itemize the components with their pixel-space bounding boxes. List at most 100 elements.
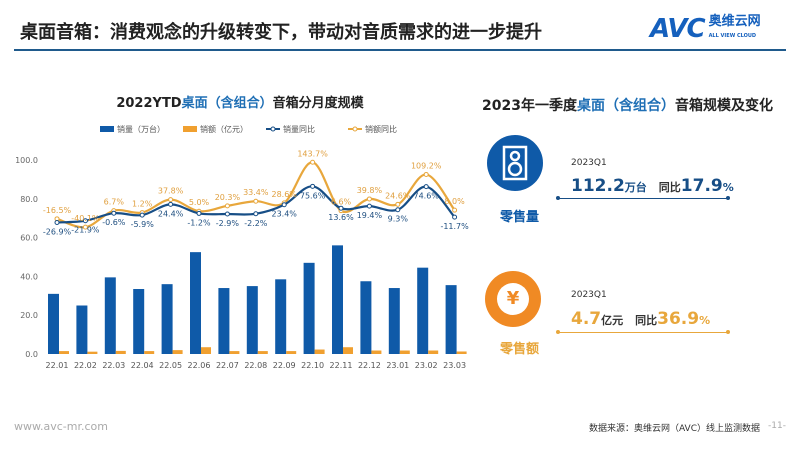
page-number: -11- <box>768 421 786 431</box>
volume-yoy-label: -2.9% <box>216 219 240 228</box>
x-tick-label: 22.01 <box>46 361 69 370</box>
volume-yoy-label: -2.2% <box>244 219 268 228</box>
revenue-bar <box>59 351 69 354</box>
revenue-bar <box>115 350 126 354</box>
volume-value: 112.2万台 同比17.9% <box>571 176 734 196</box>
revenue-label: 零售额 <box>500 342 540 357</box>
legend-label: 销量（万台） <box>117 124 165 134</box>
volume-yoy-label: 19.4% <box>357 211 383 220</box>
revenue-divider <box>556 330 730 334</box>
revenue-yoy-point <box>395 201 401 207</box>
volume-bar <box>104 277 116 354</box>
volume-yoy-point <box>395 207 401 213</box>
volume-bar <box>275 279 287 354</box>
x-tick-label: 22.04 <box>131 361 154 370</box>
volume-yoy-point <box>82 218 88 224</box>
revenue-yoy-label: 109.2% <box>411 161 442 170</box>
data-source: 数据来源：奥维云网（AVC）线上监测数据 <box>588 424 760 434</box>
volume-bar <box>161 284 173 354</box>
revenue-bar <box>172 350 183 354</box>
volume-divider <box>556 196 730 200</box>
legend-label: 销额同比 <box>365 124 397 134</box>
x-tick-label: 23.02 <box>415 361 438 370</box>
chart-legend: 销量（万台） 销额（亿元） 销量同比 销额同比 <box>100 124 397 134</box>
volume-yoy-label: -1.2% <box>187 218 211 227</box>
revenue-yoy-label: 8.0% <box>444 197 465 206</box>
avc-logo: AVC 奥维云网 ALL VIEW CLOUD <box>650 14 761 44</box>
legend-swatch <box>183 126 197 132</box>
revenue-yoy-label: 33.4% <box>243 188 269 197</box>
revenue-bar <box>399 350 410 354</box>
revenue-yoy-label: 6.6% <box>331 198 352 207</box>
revenue-yoy-label: -16.5% <box>43 206 72 215</box>
volume-yoy-point <box>139 212 145 218</box>
volume-yoy-point <box>196 210 202 216</box>
revenue-yoy-point <box>168 197 174 203</box>
revenue-yoy-label: 6.7% <box>104 198 125 207</box>
x-tick-label: 22.09 <box>273 361 296 370</box>
revenue-yoy-point <box>366 196 372 202</box>
volume-yoy-point <box>423 184 429 190</box>
volume-bar <box>303 262 315 354</box>
x-tick-label: 22.02 <box>74 361 97 370</box>
x-tick-label: 22.12 <box>358 361 381 370</box>
volume-yoy-label: -26.9% <box>43 227 72 236</box>
revenue-value: 4.7亿元 同比36.9% <box>571 309 711 329</box>
revenue-yoy-point <box>310 159 316 165</box>
yen-icon: ¥ <box>485 271 541 327</box>
revenue-yoy-point <box>253 198 259 204</box>
revenue-bar <box>314 349 325 354</box>
revenue-yoy-point <box>224 203 230 209</box>
volume-bar <box>218 288 230 354</box>
title-divider <box>14 49 786 51</box>
x-tick-label: 22.03 <box>102 361 125 370</box>
volume-yoy-label: -21.9% <box>71 226 100 235</box>
volume-bar <box>246 286 258 354</box>
revenue-yoy-label: 5.0% <box>189 198 210 207</box>
revenue-yoy-point <box>452 207 458 213</box>
volume-bar <box>417 267 429 354</box>
volume-bar <box>76 305 88 354</box>
speaker-icon <box>487 135 543 191</box>
volume-yoy-label: 74.6% <box>413 192 439 201</box>
revenue-bar <box>456 351 467 354</box>
revenue-yoy-label: 143.7% <box>297 149 328 158</box>
x-tick-label: 22.11 <box>330 361 353 370</box>
volume-bar <box>48 293 59 354</box>
volume-yoy-point <box>54 219 60 225</box>
volume-yoy-label: 13.6% <box>328 213 354 222</box>
volume-bar <box>445 285 457 354</box>
x-tick-label: 22.05 <box>159 361 182 370</box>
volume-yoy-point <box>253 211 259 217</box>
slide-title: 桌面音箱：消费观念的升级转变下，带动对音质需求的进一步提升 <box>20 22 542 43</box>
revenue-bar <box>87 351 98 354</box>
volume-bar <box>133 289 145 354</box>
volume-yoy-label: 75.6% <box>300 191 326 200</box>
revenue-yoy-label: 39.8% <box>357 186 383 195</box>
volume-yoy-label: 9.3% <box>388 215 409 224</box>
legend-label: 销额（亿元） <box>200 124 248 134</box>
chart-title: 2022YTD桌面（含组合）音箱分月度规模 <box>116 95 364 111</box>
legend-marker <box>270 126 276 132</box>
revenue-yoy-point <box>82 224 88 230</box>
volume-yoy-point <box>168 201 174 207</box>
legend-label: 销量同比 <box>283 124 315 134</box>
revenue-yoy-label: 24.6% <box>385 191 411 200</box>
y-tick-label: 0.0 <box>25 350 38 359</box>
volume-yoy-label: 24.4% <box>158 209 184 218</box>
y-tick-label: 100.0 <box>15 156 38 165</box>
volume-yoy-point <box>338 205 344 211</box>
volume-bar <box>388 288 400 354</box>
monthly-chart: 2022YTD桌面（含组合）音箱分月度规模 销量（万台） 销额（亿元） 销量同比 销额… <box>15 95 469 370</box>
volume-yoy-label: 23.4% <box>271 210 297 219</box>
revenue-yoy-label: 28.6% <box>271 190 297 199</box>
revenue-bar <box>257 351 268 354</box>
volume-yoy-point <box>310 183 316 189</box>
volume-period: 2023Q1 <box>571 158 607 168</box>
volume-yoy-point <box>366 203 372 209</box>
x-tick-label: 23.03 <box>443 361 466 370</box>
y-tick-label: 20.0 <box>20 311 38 320</box>
y-tick-label: 60.0 <box>20 234 38 243</box>
volume-bar <box>332 245 343 354</box>
volume-yoy-label: -11.7% <box>440 222 469 231</box>
